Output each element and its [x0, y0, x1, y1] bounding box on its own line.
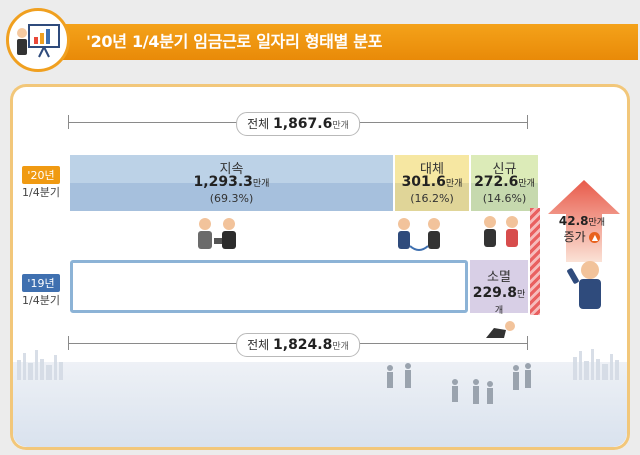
logo — [6, 8, 70, 72]
segment-somyeol-unit: 만개 — [494, 290, 526, 316]
year-badge-20: '20년 — [22, 166, 60, 184]
total-19-value: 1,824.8 — [273, 337, 333, 353]
segment-singyu-value: 272.6만개 — [471, 174, 538, 190]
quarter-label-20: 1/4분기 — [22, 186, 60, 199]
increase-value-line: 42.8만개 — [552, 214, 612, 228]
total-20-value: 1,867.6 — [273, 116, 333, 132]
total-19-unit: 만개 — [332, 342, 349, 352]
replacement-workers-icon — [398, 218, 440, 251]
year-badge-19: '19년 — [22, 274, 60, 292]
quarter-label-19: 1/4분기 — [22, 294, 60, 307]
increase-arrow-icon — [548, 180, 620, 309]
segment-somyeol-name: 소멸 — [487, 270, 511, 285]
segment-daeche-value: 301.6만개 — [395, 174, 469, 190]
segment-daeche-value-text: 301.6 — [401, 174, 446, 190]
total-19-label: 전체 1,824.8만개 — [236, 333, 360, 357]
increase-strip — [530, 208, 540, 315]
segment-jisok-share: (69.3%) — [209, 192, 254, 205]
segment-daeche-unit: 만개 — [445, 179, 463, 189]
page-title: '20년 1/4분기 임금근로 일자리 형태별 분포 — [86, 32, 383, 51]
segment-jisok-unit: 만개 — [252, 179, 270, 189]
total-20-unit: 만개 — [332, 121, 349, 131]
segment-jisok-value-text: 1,293.3 — [193, 174, 253, 190]
continuing-workers-icon — [198, 218, 236, 249]
new-workers-icon — [484, 216, 518, 247]
segment-jisok: 지속 1,293.3만개 (69.3%) — [70, 155, 393, 211]
increase-text: 증가 — [563, 230, 586, 244]
increase-label: 42.8만개 증가 ▲ — [552, 214, 612, 245]
segment-daeche-share: (16.2%) — [410, 192, 454, 205]
segment-singyu-name: 신규 — [492, 162, 517, 177]
header-bar — [48, 24, 638, 60]
segment-daeche-name: 대체 — [420, 162, 444, 177]
increase-value: 42.8 — [558, 214, 589, 228]
segment-singyu: 신규 272.6만개 (14.6%) — [471, 155, 538, 211]
segment-singyu-unit: 만개 — [518, 179, 535, 189]
kneeling-worker-icon — [486, 321, 515, 338]
segment-somyeol-value: 229.8만개 — [470, 285, 528, 317]
row-label-20: '20년 1/4분기 — [16, 166, 66, 200]
increase-unit: 만개 — [588, 218, 606, 228]
segment-somyeol: 소멸 229.8만개 — [470, 260, 528, 316]
segment-jisok-name: 지속 — [219, 162, 244, 177]
arrow-up-circle-icon: ▲ — [589, 232, 601, 243]
segment-singyu-share: (14.6%) — [482, 192, 527, 205]
total-20-label: 전체 1,867.6만개 — [236, 112, 360, 136]
total-19-label-text: 전체 — [247, 338, 270, 352]
segment-singyu-value-text: 272.6 — [474, 174, 519, 190]
people-silhouettes — [387, 363, 531, 404]
skyline-decoration — [17, 349, 619, 380]
bottom-band — [13, 362, 627, 447]
bar-2019-continuing — [70, 260, 468, 313]
segment-somyeol-value-text: 229.8 — [472, 285, 517, 301]
segment-jisok-value: 1,293.3만개 — [70, 174, 393, 190]
presentation-board-icon — [17, 24, 60, 58]
row-label-19: '19년 1/4분기 — [16, 274, 66, 308]
segment-daeche: 대체 301.6만개 (16.2%) — [395, 155, 469, 211]
increase-text-line: 증가 ▲ — [552, 228, 612, 245]
total-20-label-text: 전체 — [247, 117, 270, 131]
